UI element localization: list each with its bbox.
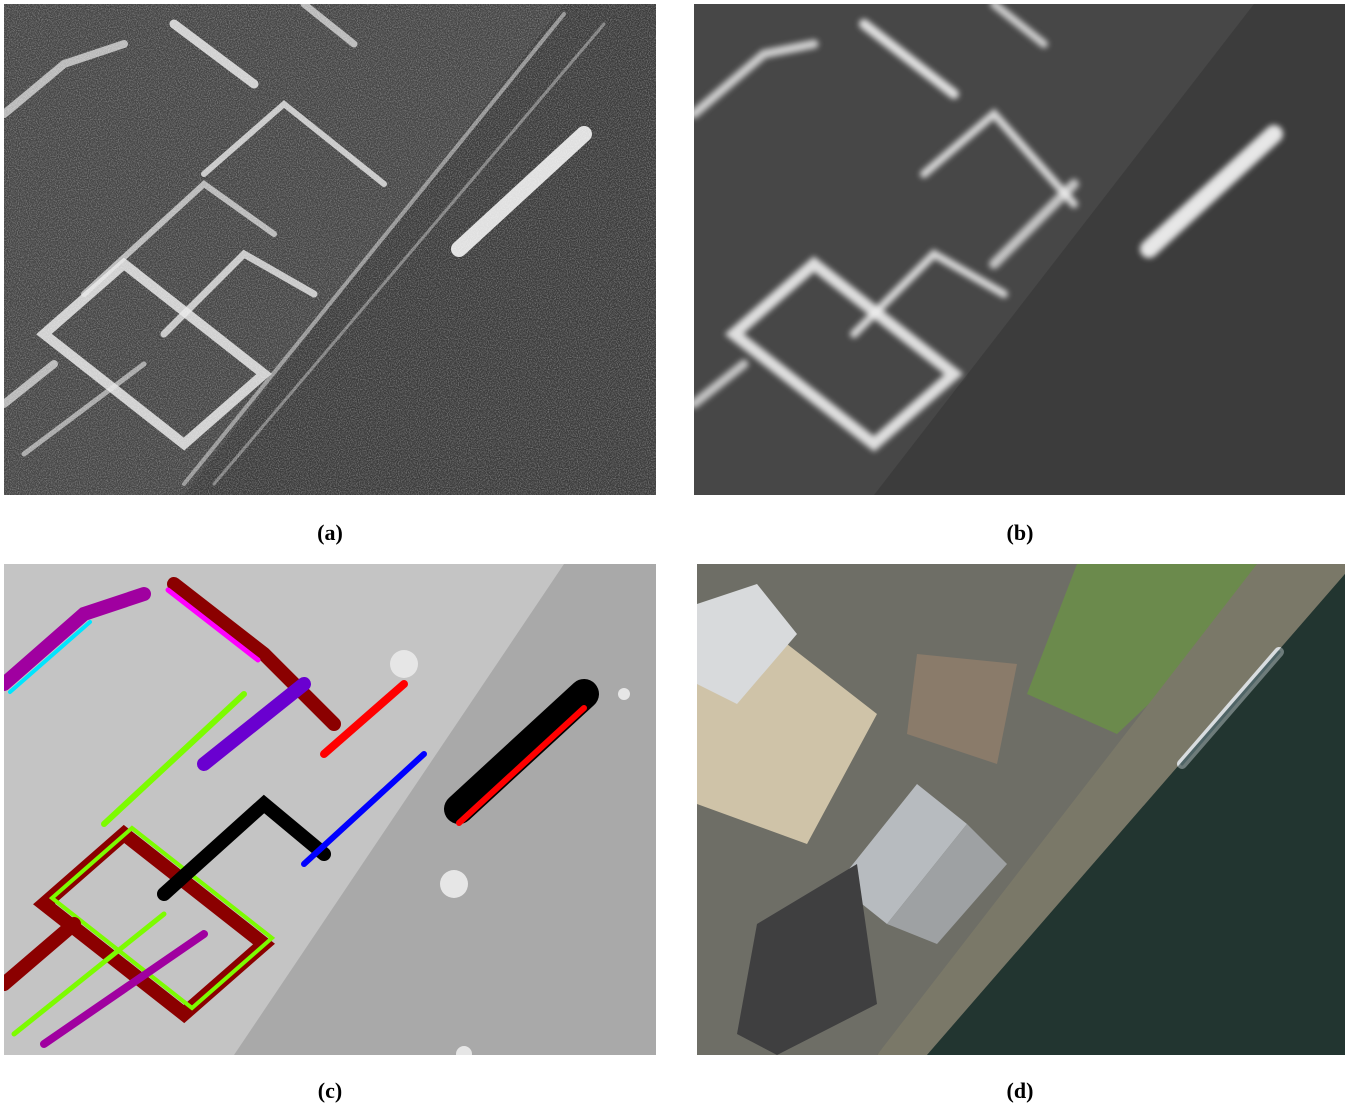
aerial-image bbox=[697, 564, 1345, 1055]
color-map bbox=[4, 564, 656, 1055]
caption-a: (a) bbox=[317, 520, 343, 545]
caption-d: (d) bbox=[1006, 1078, 1034, 1103]
color-map-panel bbox=[4, 564, 656, 1055]
caption-b: (b) bbox=[1006, 520, 1034, 545]
sar-image-panel bbox=[4, 4, 656, 495]
despeckled-image-panel bbox=[694, 4, 1345, 495]
sar-image bbox=[4, 4, 656, 495]
caption-c: (c) bbox=[317, 1078, 343, 1103]
aerial-image-panel bbox=[697, 564, 1345, 1055]
despeckled-image bbox=[694, 4, 1345, 495]
